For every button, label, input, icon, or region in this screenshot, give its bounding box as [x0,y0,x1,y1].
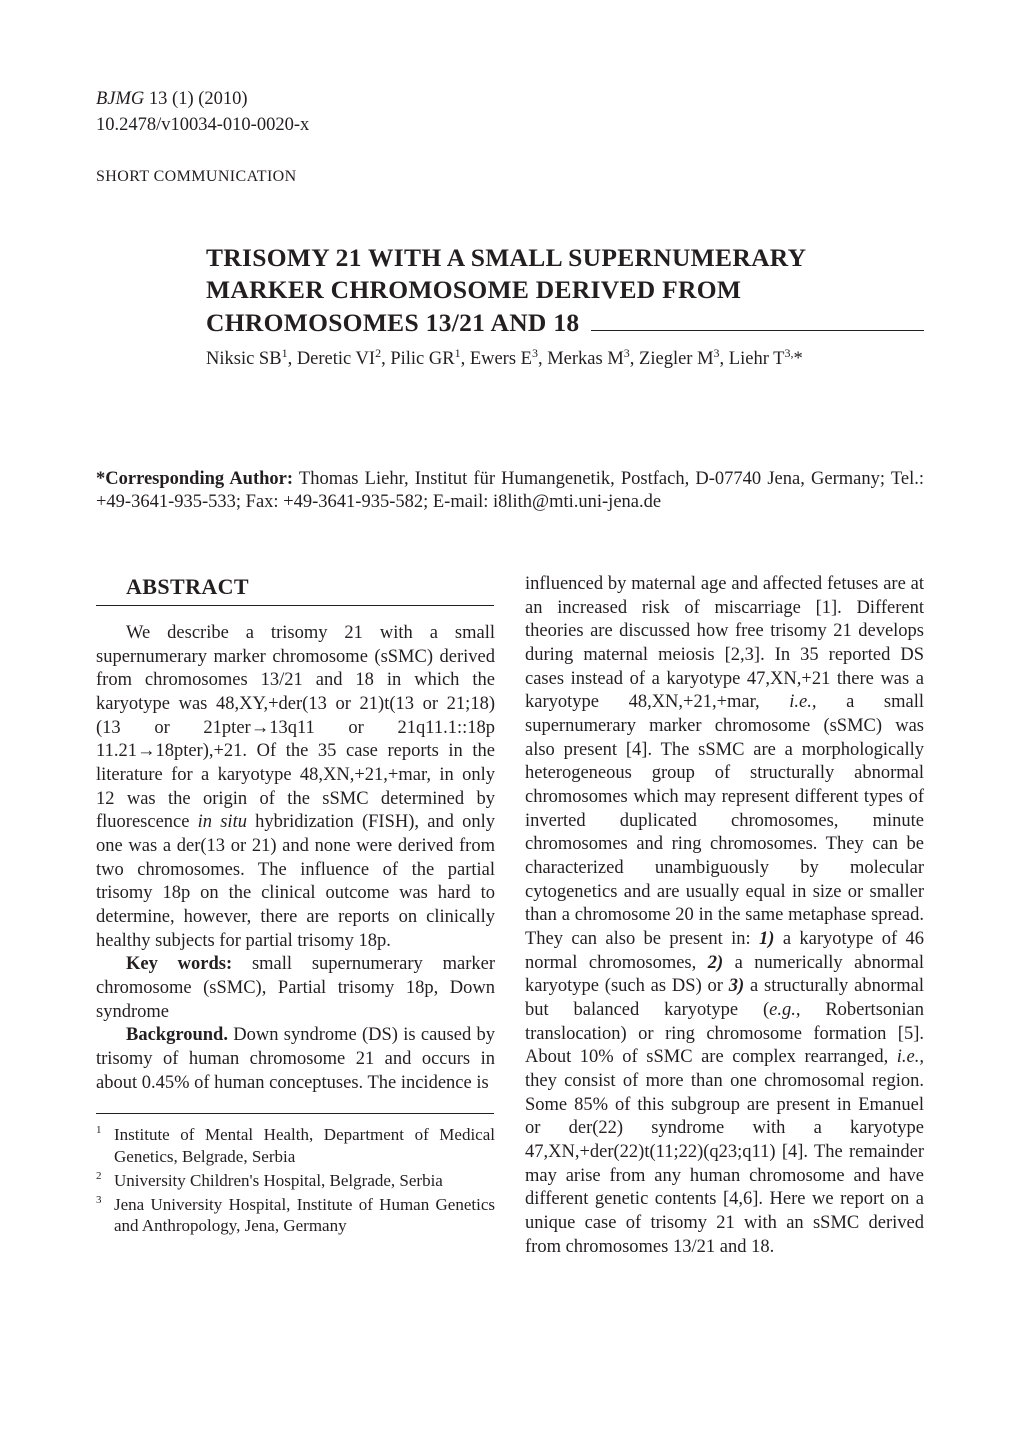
footnote-1: 1 Institute of Mental Health, Department… [96,1124,495,1168]
abstract-heading: ABSTRACT [96,573,495,601]
footnote-text: University Children's Hospital, Belgrade… [114,1170,495,1192]
doi: 10.2478/v10034-010-0020-x [96,114,924,138]
footnotes: 1 Institute of Mental Health, Department… [96,1124,495,1237]
footnote-num: 3 [96,1193,114,1237]
abstract-para-1: We describe a trisomy 21 with a small su… [96,622,495,953]
abstract-rule [96,605,494,606]
corresponding-label: *Corresponding Author: [96,469,293,489]
abstract-heading-block: ABSTRACT [96,573,495,606]
body-columns: ABSTRACT We describe a trisomy 21 with a… [96,573,924,1259]
footnote-text: Jena University Hospital, Institute of H… [114,1194,495,1238]
title-line-1: TRISOMY 21 WITH A SMALL SUPERNUMERARY [206,242,924,275]
section-label: SHORT COMMUNICATION [96,167,924,187]
title-line-2: MARKER CHROMOSOME DERIVED FROM [206,274,924,307]
journal-abbrev: BJMG [96,89,144,109]
footnotes-block: 1 Institute of Mental Health, Department… [96,1113,495,1237]
footnote-3: 3 Jena University Hospital, Institute of… [96,1194,495,1238]
corresponding-author: *Corresponding Author: Thomas Liehr, Ins… [96,468,924,515]
page: BJMG 13 (1) (2010) 10.2478/v10034-010-00… [0,0,1020,1442]
keywords-para: Key words: small supernumerary marker ch… [96,953,495,1024]
title-rule [591,330,924,331]
footnotes-rule [96,1113,494,1114]
footnote-num: 2 [96,1169,114,1191]
footnote-text: Institute of Mental Health, Department o… [114,1124,495,1168]
background-para-left: Background. Down syndrome (DS) is caused… [96,1024,495,1095]
journal-line: BJMG 13 (1) (2010) [96,88,924,112]
background-para-right: influenced by maternal age and affected … [525,573,924,1259]
article-title: TRISOMY 21 WITH A SMALL SUPERNUMERARY MA… [206,242,924,372]
footnote-2: 2 University Children's Hospital, Belgra… [96,1170,495,1192]
title-line-3: CHROMOSOMES 13/21 AND 18 [206,307,579,340]
footnote-num: 1 [96,1123,114,1167]
journal-volume: 13 (1) (2010) [149,89,248,109]
authors: Niksic SB1, Deretic VI2, Pilic GR1, Ewer… [206,346,924,372]
